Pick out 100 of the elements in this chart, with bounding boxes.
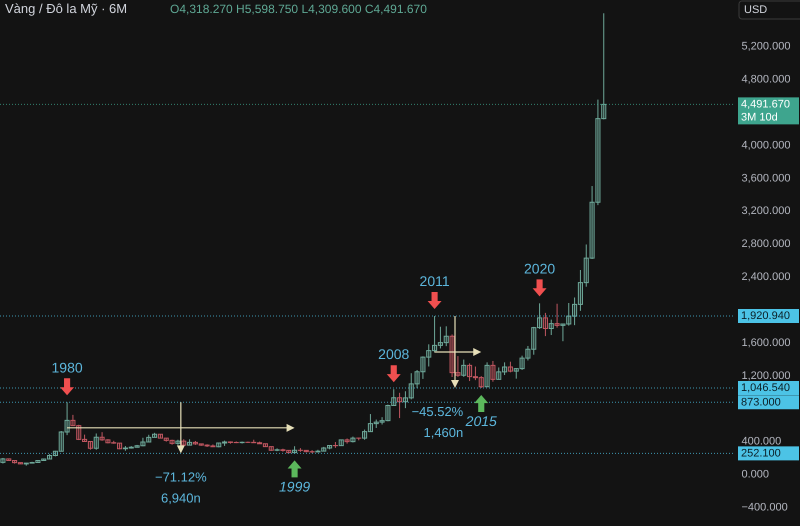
annotation: −71.12% [154, 469, 208, 484]
candlestick [514, 368, 519, 380]
candlestick [344, 438, 350, 444]
candlestick [444, 326, 449, 347]
candlestick [374, 419, 379, 428]
candlestick [251, 439, 256, 444]
candlestick [76, 424, 82, 441]
annotation: 1999 [279, 478, 310, 494]
candlestick [327, 444, 332, 450]
candlestick [280, 448, 286, 452]
ref-line-label: 1,046.540 [741, 382, 790, 394]
candlestick [100, 432, 105, 442]
candlestick [397, 392, 402, 419]
candlestick [6, 458, 12, 462]
candlestick [537, 302, 542, 330]
candlestick [0, 457, 6, 464]
candlestick [385, 404, 390, 422]
candlestick [204, 444, 210, 448]
candlestick [152, 432, 158, 438]
candlestick [472, 366, 478, 381]
y-tick-label: 1,200.000 [742, 370, 790, 382]
candlestick [164, 438, 169, 442]
candlestick [146, 434, 152, 443]
candlestick [47, 454, 52, 460]
candlestick [58, 430, 64, 452]
candlestick [187, 438, 192, 446]
candlestick [117, 442, 122, 450]
candlestick [542, 312, 548, 337]
candlestick [175, 439, 180, 446]
annotation: 2020 [524, 260, 556, 276]
candlestick [181, 438, 186, 446]
y-tick-label: 2,400.000 [742, 271, 790, 284]
candlestick [525, 345, 530, 361]
ref-line-label: 873.000 [741, 396, 781, 408]
candlestick [140, 437, 146, 447]
ref-line-label: 1,920.940 [741, 310, 790, 322]
candlestick [391, 388, 396, 406]
candlestick [222, 440, 228, 446]
ref-line-label: 4,491.670 3M 10d [741, 98, 790, 124]
candlestick [450, 334, 455, 378]
candlestick [531, 326, 536, 356]
candlestick [455, 356, 460, 378]
y-tick-label: 4,000.000 [742, 139, 790, 152]
candlestick [262, 443, 268, 448]
candlestick [362, 429, 368, 440]
candlestick [601, 12, 606, 120]
candlestick [548, 319, 554, 336]
candlestick [350, 436, 356, 443]
candlestick [554, 303, 560, 328]
candlestick [578, 269, 583, 312]
annotation: 1,460n [423, 424, 464, 440]
candlestick [304, 450, 309, 453]
candlestick [105, 438, 110, 444]
y-tick-label: 5,200.000 [742, 40, 790, 53]
candlestick [268, 446, 274, 452]
candlestick [216, 442, 222, 448]
candlestick [566, 302, 572, 326]
candlestick [257, 441, 262, 444]
candlestick [286, 450, 292, 454]
candlestick [111, 440, 116, 444]
candlestick [368, 414, 373, 432]
chart-title: Vàng / Đô la Mỹ · 6M [5, 1, 128, 16]
candlestick [438, 326, 443, 349]
candlestick [170, 439, 175, 446]
candlestick [321, 446, 326, 452]
y-tick-label: 3,200.000 [742, 205, 790, 218]
candlestick [408, 372, 414, 400]
candlestick [70, 414, 76, 426]
candlestick [310, 450, 315, 454]
candlestick [496, 366, 502, 380]
candlestick [210, 444, 216, 448]
candlestick [478, 376, 484, 388]
candlestick [520, 355, 525, 370]
candlestick [134, 444, 140, 448]
annotation: 1980 [52, 359, 83, 376]
candlestick [298, 448, 303, 452]
y-tick-label: 2,800.000 [742, 238, 790, 250]
annotation: 2011 [420, 273, 450, 290]
candlestick [338, 439, 344, 446]
candlestick [560, 323, 566, 342]
y-tick-label: 4,800.000 [742, 74, 790, 86]
candlestick [584, 244, 589, 288]
candlestick [198, 443, 204, 446]
ref-line-label: 252.100 [741, 447, 781, 460]
candlestick [192, 440, 198, 446]
y-tick-label: −400.000 [742, 502, 788, 514]
candlestick [484, 362, 490, 388]
candlestick [426, 344, 432, 367]
candlestick [94, 432, 99, 450]
candlestick [18, 462, 23, 465]
candlestick [420, 356, 426, 380]
candlestick [64, 402, 70, 436]
annotation: 2015 [464, 412, 498, 429]
annotation: 2008 [378, 346, 410, 362]
candlestick [490, 360, 496, 382]
candlestick [380, 416, 385, 426]
candlestick [402, 390, 408, 409]
y-tick-label: 400.000 [742, 436, 782, 448]
candlestick [122, 446, 128, 452]
candlestick [292, 446, 298, 454]
